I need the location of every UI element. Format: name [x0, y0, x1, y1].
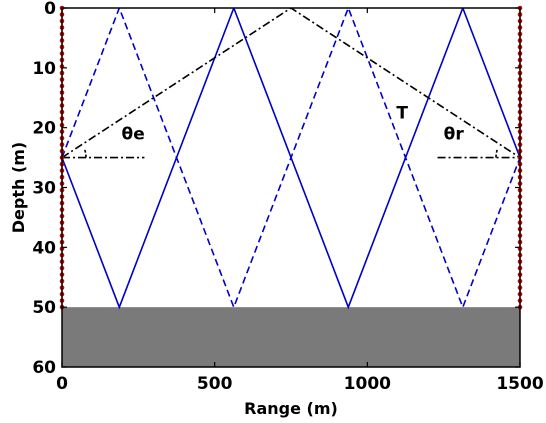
y-tick-label: 60	[32, 358, 56, 378]
y-tick-label: 40	[32, 238, 56, 258]
y-tick-label: 30	[32, 179, 56, 199]
y-tick-label: 10	[32, 59, 56, 79]
y-tick-label: 0	[44, 0, 56, 19]
y-axis-label: Depth (m)	[9, 142, 28, 234]
annotation-1: θe	[122, 125, 145, 145]
x-axis-label: Range (m)	[244, 399, 338, 418]
angle-arc-receive	[495, 149, 498, 158]
annotation-2: θr	[444, 125, 465, 145]
y-tick-label: 50	[32, 298, 56, 318]
ticks: 0 500 1000 1500 0 10 20 30 40 50 60	[32, 0, 543, 394]
x-tick-label: 0	[56, 374, 68, 394]
x-tick-label: 1000	[344, 374, 391, 394]
ray-dashed-1	[62, 8, 520, 310]
plot-area	[62, 8, 520, 367]
annotation-0: T	[396, 104, 408, 124]
x-tick-label: 500	[197, 374, 233, 394]
x-tick-label: 1500	[496, 374, 543, 394]
angle-arc-emit	[84, 149, 87, 158]
ray-dashdot-2	[62, 8, 520, 159]
seabed	[62, 307, 520, 367]
y-tick-label: 20	[32, 119, 56, 139]
